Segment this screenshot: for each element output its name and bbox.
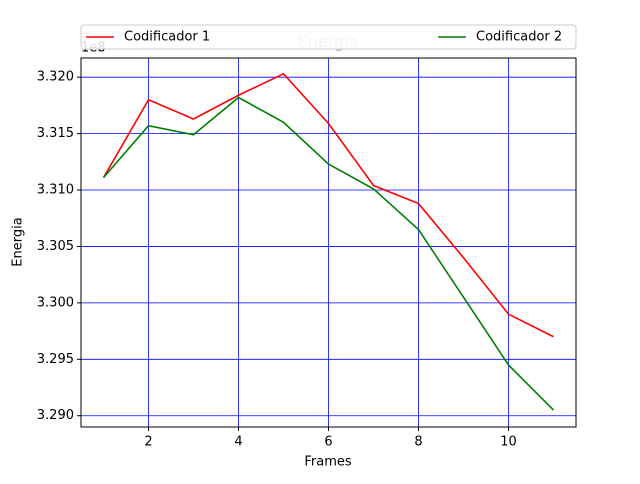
x-axis-label: Frames (304, 455, 352, 470)
x-tick-label: 2 (144, 435, 152, 450)
y-tick-label: 3.310 (37, 183, 74, 198)
y-tick-label: 3.295 (37, 352, 74, 367)
y-tick-label: 3.305 (37, 239, 74, 254)
x-tick-label: 4 (234, 435, 242, 450)
legend-box (80, 24, 577, 50)
y-tick-label: 3.315 (37, 126, 74, 141)
series-line (102, 72, 554, 338)
x-tick-label: 6 (324, 435, 332, 450)
legend-label: Codificador 1 (124, 30, 210, 45)
x-tick-label: 8 (414, 435, 422, 450)
x-tick-label: 10 (500, 435, 517, 450)
y-tick-label: 3.320 (37, 70, 74, 85)
y-tick-label: 3.290 (37, 408, 74, 423)
plot-frame (80, 57, 577, 428)
series-line (102, 96, 555, 411)
y-axis-label: Energia (11, 217, 26, 266)
legend-label: Codificador 2 (476, 30, 562, 45)
y-tick-label: 3.300 (37, 295, 74, 310)
